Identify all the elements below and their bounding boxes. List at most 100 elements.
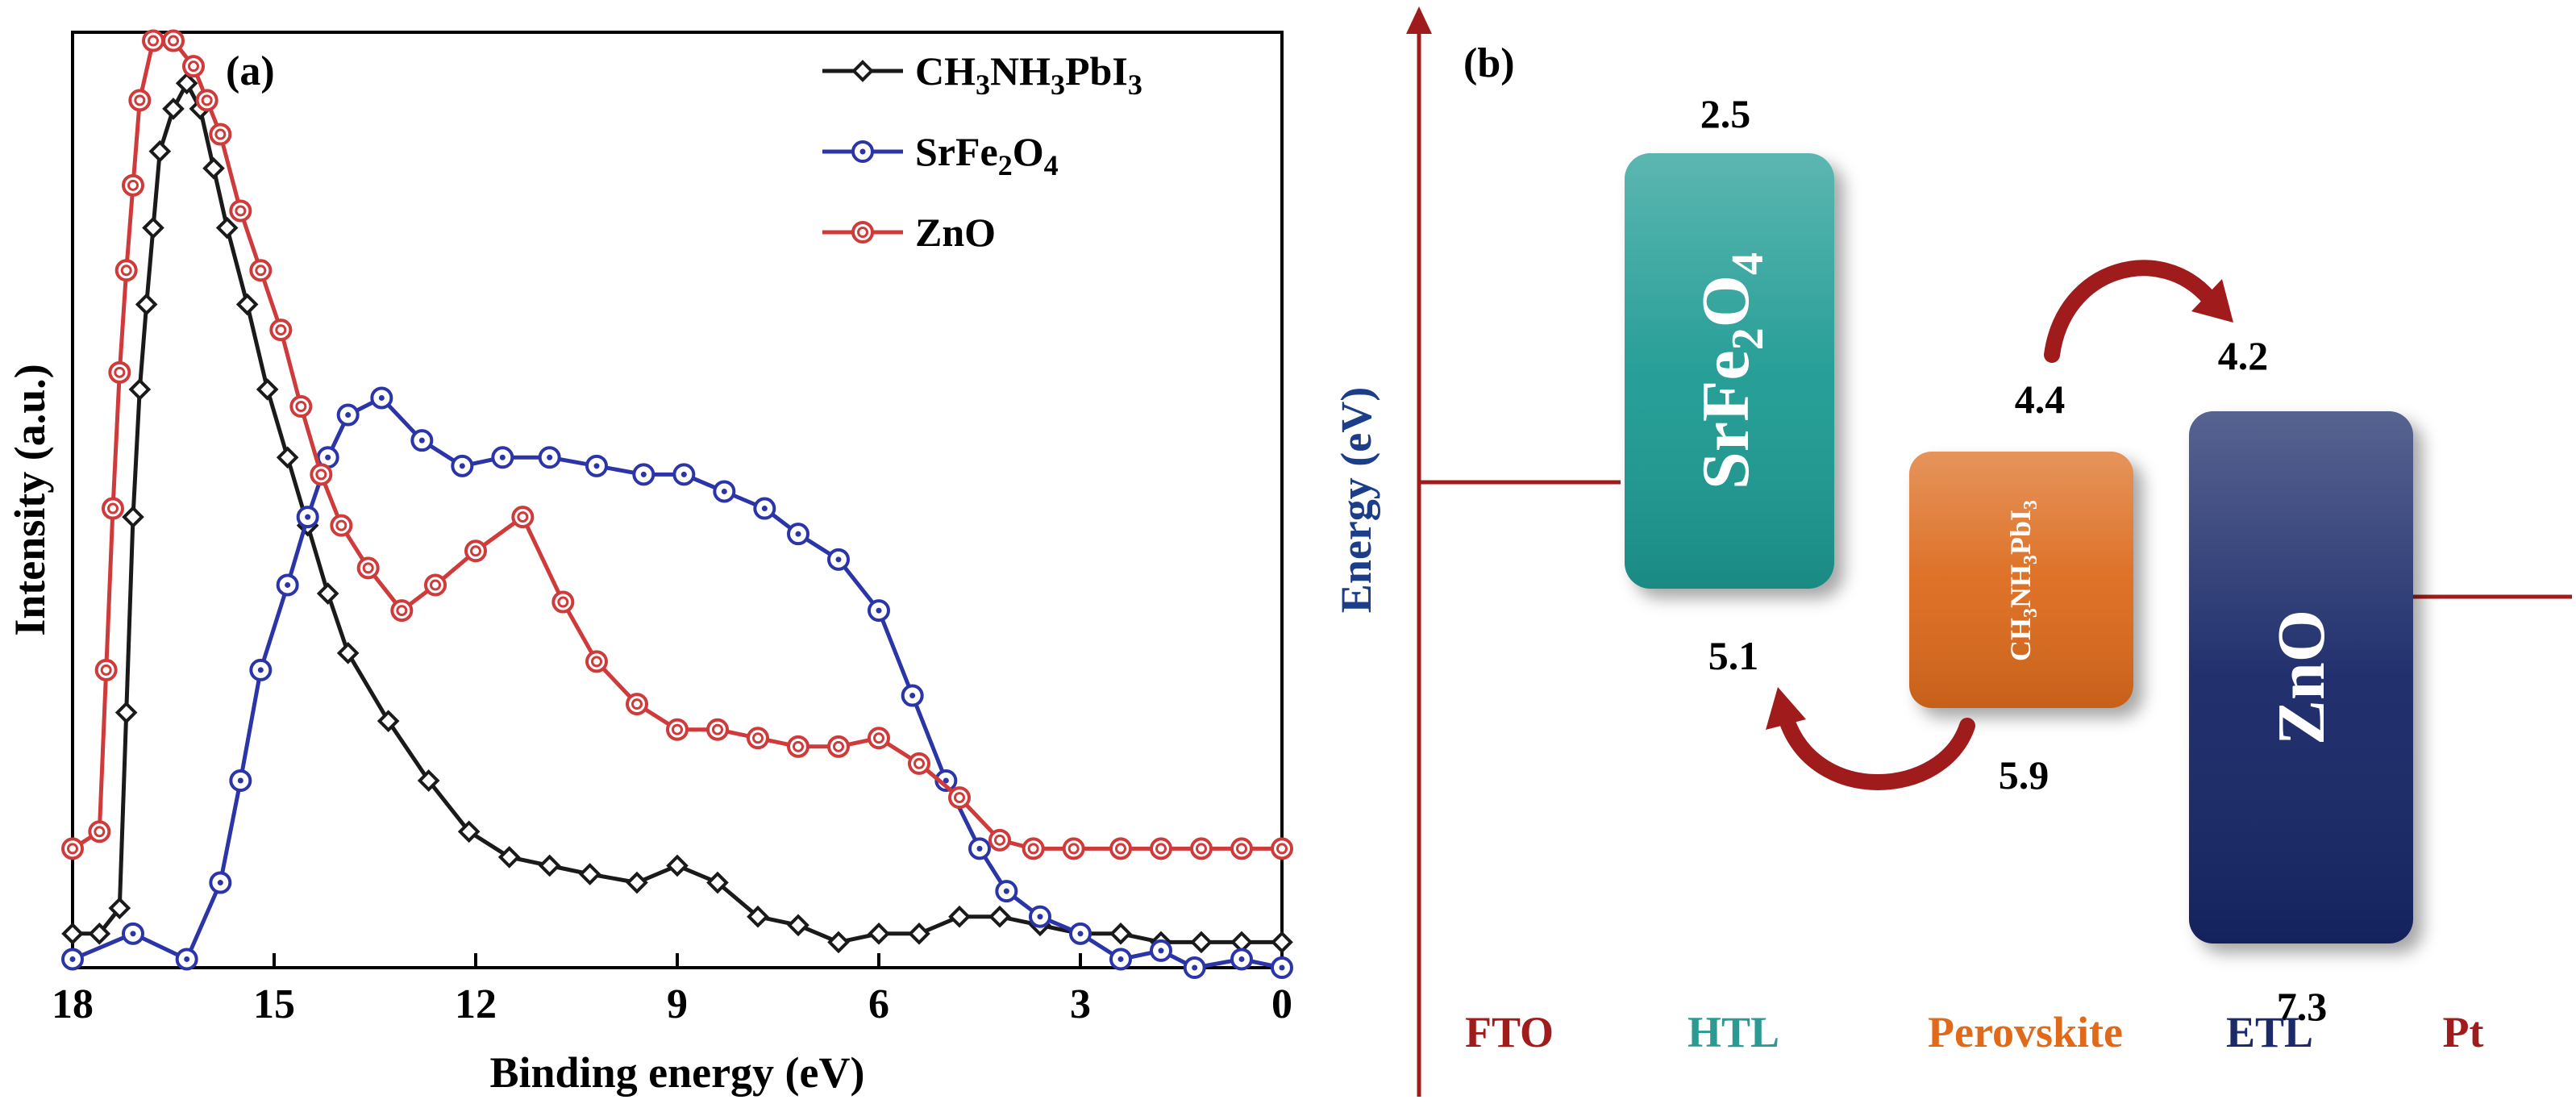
data-point-ch3nh3pbi3 <box>457 820 481 843</box>
srfe2o4-box: SrFe2O4 <box>1625 153 1834 589</box>
data-point-zno <box>289 395 313 418</box>
data-point-zno <box>948 786 971 810</box>
series-line-srfe2o4 <box>72 395 1283 970</box>
data-point-ch3nh3pbi3 <box>706 871 729 894</box>
data-point-srfe2o4 <box>1271 956 1293 979</box>
data-point-ch3nh3pbi3 <box>148 140 172 163</box>
data-point-zno <box>1150 837 1172 860</box>
data-point-ch3nh3pbi3 <box>202 156 225 180</box>
perovskite-box: CH3NH3PbI3 <box>1909 452 2133 708</box>
data-point-ch3nh3pbi3 <box>578 863 601 885</box>
data-point-zno <box>827 735 850 758</box>
data-point-zno <box>424 573 447 597</box>
data-point-ch3nh3pbi3 <box>122 506 144 528</box>
hole-transfer-arrow <box>1766 687 1975 790</box>
panel-b-label: (b) <box>1463 40 1515 86</box>
layer-label-fto: FTO <box>1465 1008 1554 1056</box>
data-point-ch3nh3pbi3 <box>497 846 521 868</box>
legend-marker <box>851 60 874 82</box>
data-point-zno <box>747 727 769 750</box>
data-point-zno <box>464 539 487 563</box>
data-point-zno <box>868 727 890 750</box>
x-tick-label: 15 <box>253 981 295 1027</box>
data-point-srfe2o4 <box>1069 922 1092 945</box>
data-point-zno <box>787 735 809 758</box>
legend-marker <box>851 140 874 163</box>
data-point-srfe2o4 <box>713 480 736 503</box>
perovskite-bottom-value: 5.9 <box>1999 752 2050 798</box>
data-point-ch3nh3pbi3 <box>417 769 440 792</box>
data-point-ch3nh3pbi3 <box>1190 931 1213 954</box>
legend-label: SrFe2O4 <box>915 129 1059 181</box>
data-point-srfe2o4 <box>296 506 319 529</box>
data-point-srfe2o4 <box>787 523 809 546</box>
data-point-zno <box>511 506 535 529</box>
x-axis-label: Binding energy (eV) <box>490 1048 865 1097</box>
data-point-zno <box>249 259 273 282</box>
data-point-zno <box>1230 837 1253 860</box>
x-tick-label: 12 <box>455 981 497 1027</box>
data-point-zno <box>706 718 729 741</box>
energy-axis-arrowhead <box>1406 6 1432 34</box>
srfe2o4-bottom-value: 5.1 <box>1708 633 1759 678</box>
data-point-zno <box>310 463 333 486</box>
data-point-srfe2o4 <box>632 463 655 486</box>
x-axis-ticks: 18 15 12 9 6 3 0 <box>52 953 1292 1027</box>
data-point-zno <box>182 55 205 78</box>
data-point-zno <box>1190 837 1213 860</box>
data-point-zno <box>908 752 930 775</box>
data-point-zno <box>122 173 144 197</box>
data-point-ch3nh3pbi3 <box>162 98 185 120</box>
data-point-srfe2o4 <box>1109 948 1132 971</box>
data-point-zno <box>142 29 164 52</box>
data-point-ch3nh3pbi3 <box>868 922 890 945</box>
data-point-srfe2o4 <box>336 403 360 427</box>
data-point-srfe2o4 <box>209 871 232 894</box>
data-point-srfe2o4 <box>410 429 434 452</box>
data-point-ch3nh3pbi3 <box>626 871 648 894</box>
layer-label-etl: ETL <box>2226 1008 2313 1056</box>
data-point-ch3nh3pbi3 <box>948 905 971 928</box>
data-point-srfe2o4 <box>672 463 696 486</box>
data-point-ch3nh3pbi3 <box>1271 931 1293 954</box>
data-point-zno <box>1022 837 1045 860</box>
panel-b-energy-diagram: Energy (eV) (b) SrFe2O4 CH3NH3PbI3 ZnO 2… <box>1332 6 2572 1097</box>
data-point-ch3nh3pbi3 <box>747 905 769 928</box>
data-point-zno <box>114 259 138 282</box>
data-point-srfe2o4 <box>827 548 850 571</box>
data-point-srfe2o4 <box>1150 939 1172 962</box>
x-tick-label: 3 <box>1070 981 1091 1027</box>
data-point-zno <box>269 319 293 342</box>
zno-box-label: ZnO <box>2264 610 2339 745</box>
data-point-srfe2o4 <box>451 454 474 477</box>
data-point-ch3nh3pbi3 <box>142 216 164 240</box>
data-point-srfe2o4 <box>968 837 991 860</box>
data-point-ch3nh3pbi3 <box>88 922 111 945</box>
data-point-ch3nh3pbi3 <box>787 914 809 937</box>
data-point-srfe2o4 <box>249 658 273 681</box>
data-point-zno <box>209 123 232 146</box>
data-point-zno <box>88 820 111 843</box>
data-point-ch3nh3pbi3 <box>215 216 239 240</box>
data-point-srfe2o4 <box>1230 948 1253 971</box>
data-point-zno <box>626 693 648 716</box>
data-point-zno <box>585 650 608 673</box>
data-point-zno <box>128 89 152 112</box>
data-point-zno <box>94 658 118 681</box>
x-tick-label: 0 <box>1271 981 1292 1027</box>
data-point-ch3nh3pbi3 <box>538 854 561 877</box>
data-point-srfe2o4 <box>1029 905 1051 928</box>
srfe2o4-box-label: SrFe2O4 <box>1688 252 1773 489</box>
data-point-zno <box>102 497 124 520</box>
data-point-srfe2o4 <box>538 446 561 469</box>
panel-a-xps-chart: (a) 18 15 12 9 6 3 0 Binding energy (eV) Inten… <box>6 29 1293 1097</box>
layer-label-htl: HTL <box>1688 1008 1779 1056</box>
data-point-srfe2o4 <box>122 922 144 945</box>
data-point-srfe2o4 <box>901 684 924 707</box>
x-tick-label: 9 <box>667 981 688 1027</box>
data-point-zno <box>551 590 575 614</box>
data-point-zno <box>356 556 380 580</box>
legend-marker <box>851 221 874 244</box>
data-point-zno <box>1271 837 1293 860</box>
data-point-srfe2o4 <box>868 599 890 623</box>
